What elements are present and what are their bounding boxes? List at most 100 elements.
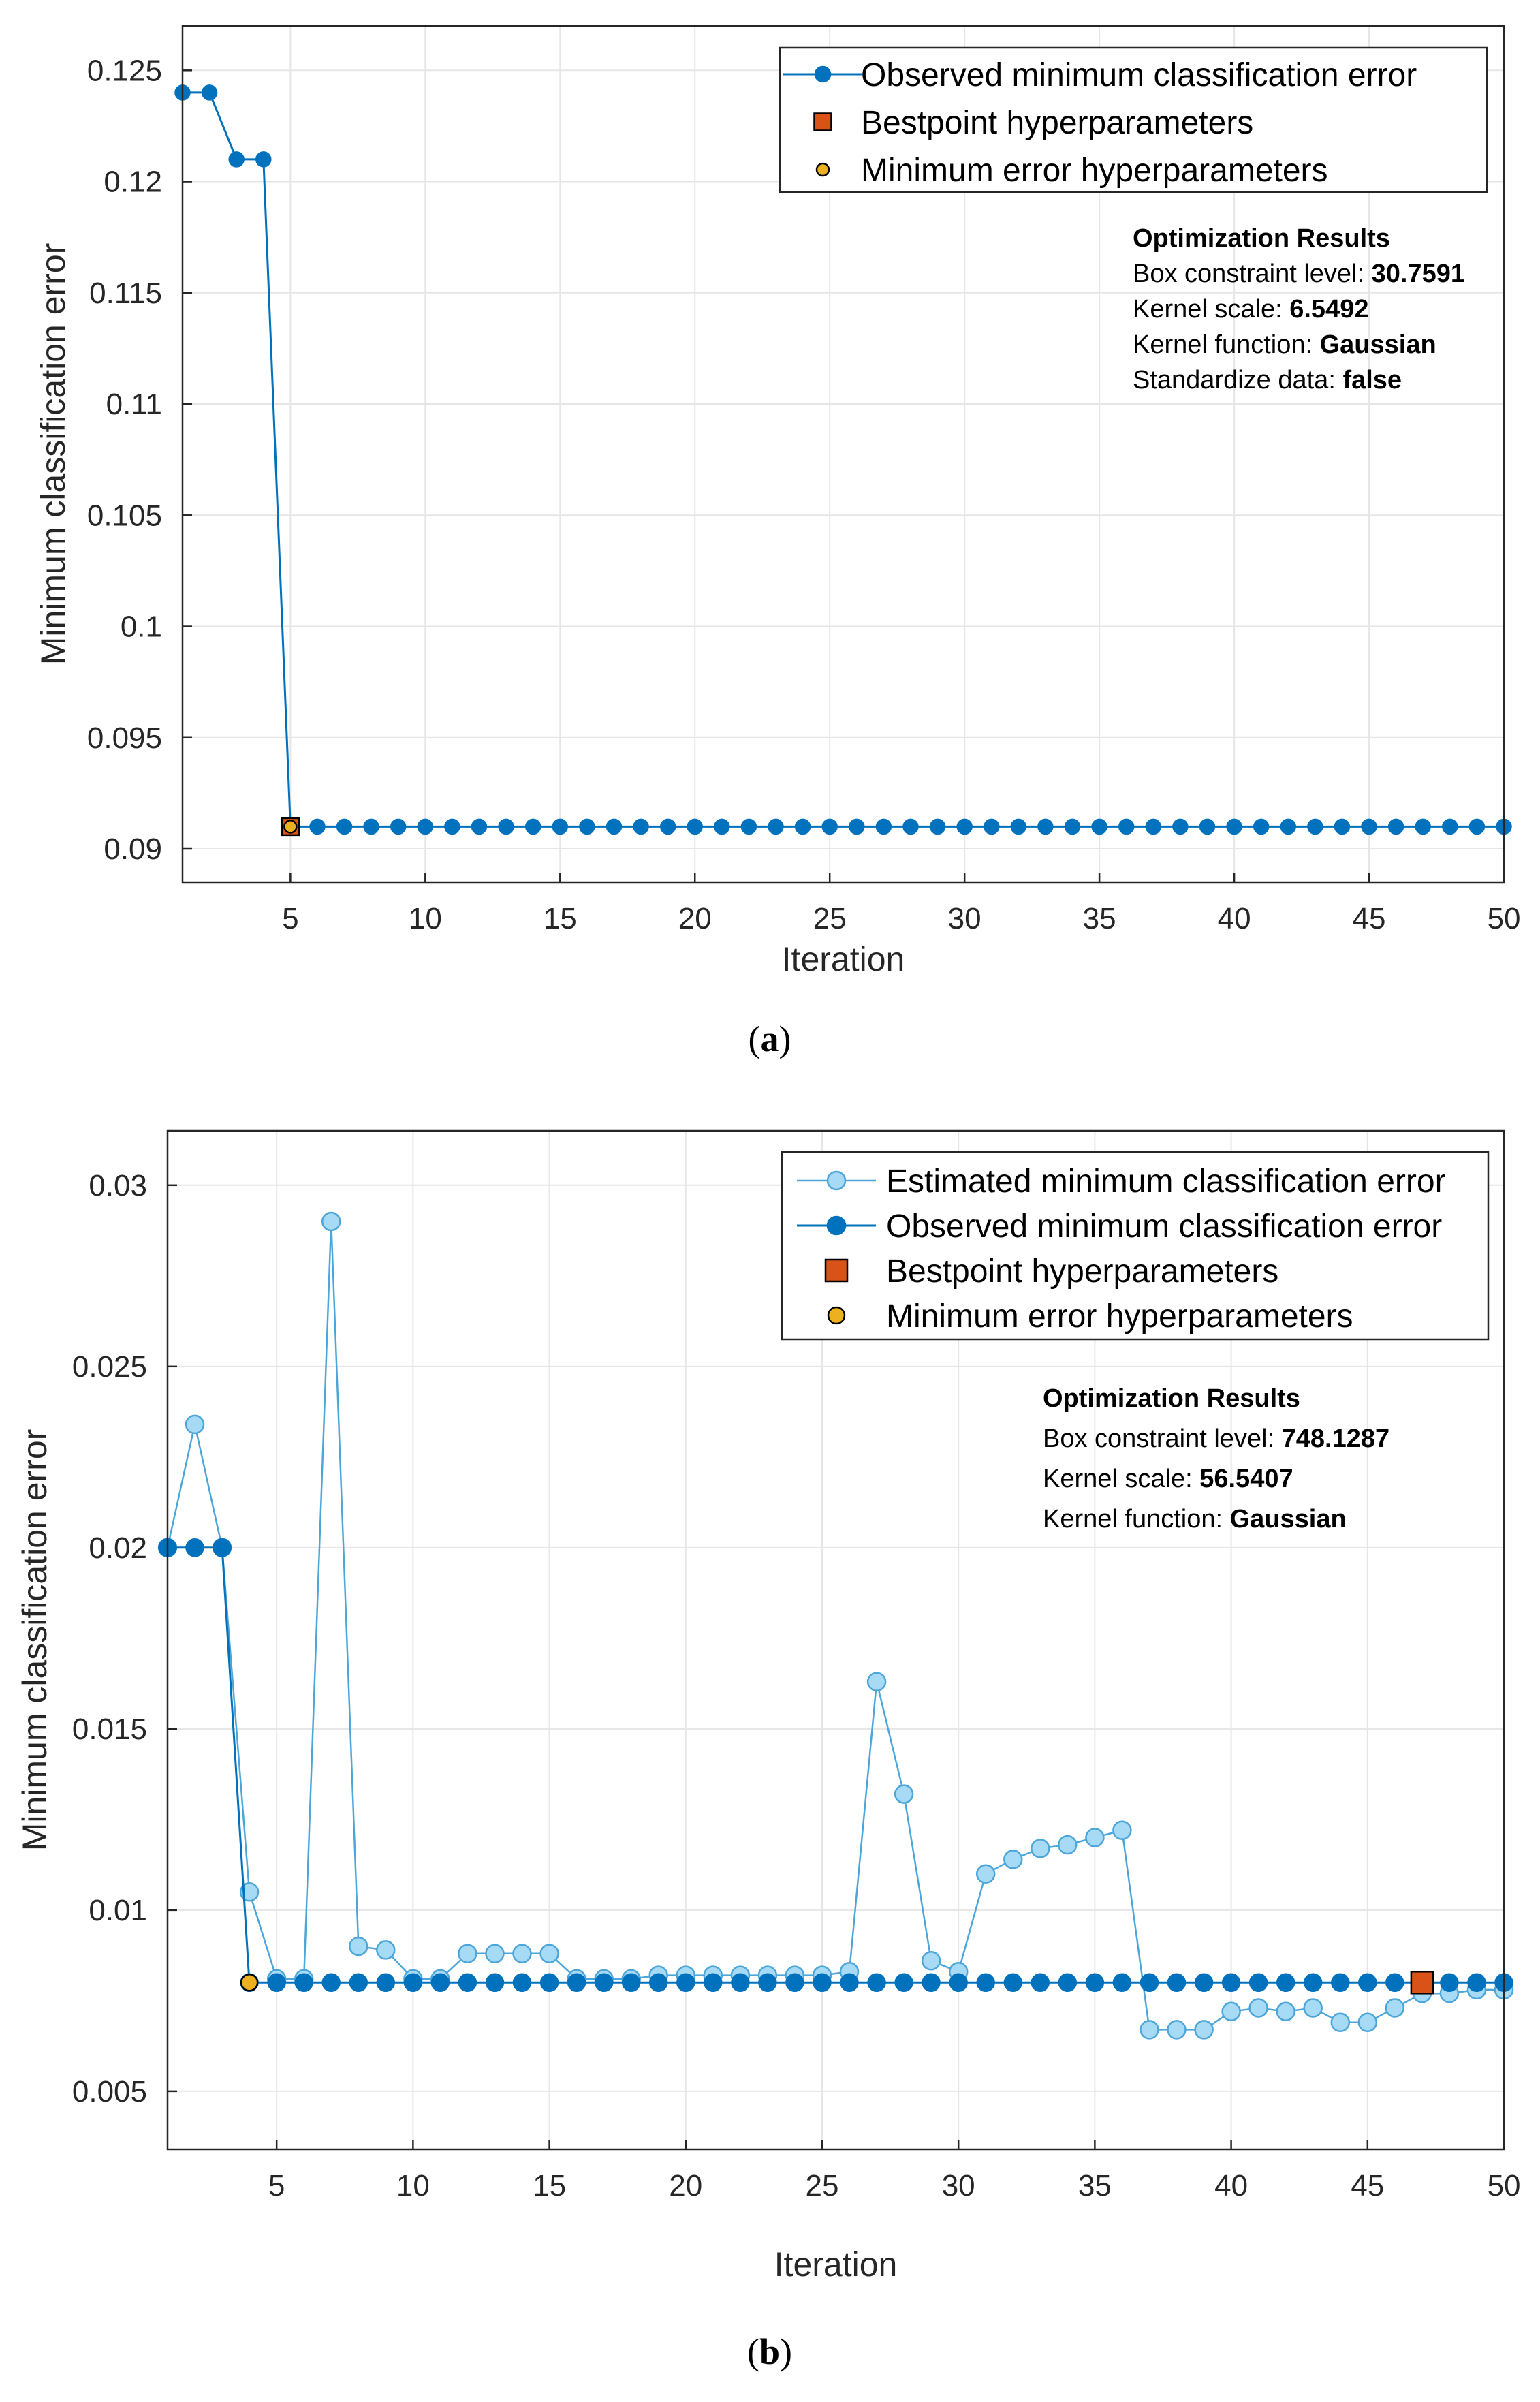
legend-box — [781, 1151, 1490, 1341]
observed-error-point — [676, 1973, 695, 1993]
observed-error-point — [185, 1538, 204, 1557]
observed-error-point — [349, 1973, 368, 1993]
observed-error-point — [1091, 818, 1107, 835]
observed-error-point — [648, 1973, 668, 1993]
y-tick-label: 0.015 — [72, 1713, 147, 1746]
observed-error-point — [376, 1973, 396, 1993]
estimated-error-point — [1140, 2020, 1159, 2040]
observed-error-point — [1167, 1973, 1187, 1993]
legend-label: Minimum error hyperparameters — [886, 1298, 1353, 1335]
observed-error-point — [1280, 818, 1297, 835]
x-tick-label: 5 — [268, 2169, 285, 2202]
estimated-error-point — [1031, 1839, 1050, 1858]
observed-error-point — [567, 1973, 586, 1993]
x-tick-label: 35 — [1078, 2169, 1112, 2202]
observed-error-point — [336, 818, 353, 835]
observed-error-point — [1387, 818, 1404, 835]
observed-error-point — [1010, 818, 1027, 835]
results-label: Standardize data: — [1133, 366, 1342, 394]
estimated-error-point — [458, 1944, 477, 1963]
results-line: Kernel function: Gaussian — [1133, 330, 1436, 359]
caption-b: (b) — [747, 2331, 792, 2372]
estimated-error-point — [349, 1936, 368, 1956]
observed-error-point — [321, 1973, 341, 1993]
y-tick-label: 0.03 — [89, 1169, 147, 1202]
y-axis-label: Minimum classification error — [34, 243, 72, 666]
observed-error-point — [1031, 1973, 1050, 1993]
observed-error-point — [1172, 818, 1189, 835]
observed-error-point — [594, 1973, 614, 1993]
estimated-error-point — [1303, 1998, 1323, 2018]
x-tick-label: 5 — [282, 902, 298, 935]
estimated-error-point — [1357, 2012, 1378, 2033]
estimated-error-point — [1248, 1998, 1268, 2018]
observed-error-point — [498, 818, 514, 835]
x-tick-label: 25 — [813, 902, 847, 935]
y-tick-label: 0.005 — [72, 2075, 147, 2108]
y-tick-label: 0.115 — [89, 277, 162, 310]
observed-error-point — [1442, 818, 1458, 835]
observed-error-point — [1440, 1973, 1459, 1993]
legend-marker — [824, 1258, 849, 1283]
x-tick-label: 30 — [948, 902, 981, 935]
legend: Observed minimum classification error Bes… — [779, 46, 1488, 193]
observed-error-point — [704, 1973, 723, 1993]
min-error-marker — [240, 1974, 259, 1992]
x-axis-label: Iteration — [782, 940, 905, 978]
results-value: Gaussian — [1320, 330, 1436, 359]
observed-error-point — [956, 818, 973, 835]
observed-error-point — [471, 818, 488, 835]
estimated-error-point — [1058, 1835, 1078, 1855]
observed-error-point — [621, 1973, 641, 1993]
observed-error-point — [794, 818, 811, 835]
legend-marker — [815, 162, 830, 177]
x-tick-label: 15 — [533, 2169, 566, 2202]
legend: Estimated minimum classification error Ob… — [781, 1151, 1490, 1341]
x-tick-label: 20 — [669, 2169, 702, 2202]
observed-error-point — [552, 818, 569, 835]
axes-box — [181, 25, 1505, 884]
results-line: Box constraint level: 748.1287 — [1043, 1424, 1389, 1453]
y-tick-label: 0.02 — [89, 1531, 147, 1565]
observed-error-point — [1226, 818, 1242, 835]
legend-label: Bestpoint hyperparameters — [886, 1253, 1278, 1290]
observed-error-point — [922, 1973, 941, 1993]
observed-error-point — [1248, 1973, 1268, 1993]
estimated-error-point — [1167, 2020, 1187, 2040]
estimated-error-point — [1221, 2001, 1241, 2022]
observed-error-point — [768, 818, 784, 835]
observed-error-point — [929, 818, 946, 835]
observed-error-point — [524, 818, 541, 835]
observed-error-point — [1276, 1973, 1295, 1993]
observed-error-point — [444, 818, 460, 835]
observed-error-point — [633, 818, 649, 835]
y-tick-label: 0.095 — [87, 721, 162, 755]
observed-error-point — [430, 1973, 450, 1993]
x-tick-label: 15 — [544, 902, 577, 935]
observed-error-point — [1385, 1973, 1404, 1993]
legend-label: Bestpoint hyperparameters — [861, 105, 1253, 141]
estimated-error-point — [1276, 2001, 1295, 2022]
observed-error-point — [1253, 818, 1270, 835]
x-axis-label: Iteration — [774, 2245, 898, 2283]
legend-item-bestpoint: Bestpoint hyperparameters — [824, 1253, 1278, 1290]
observed-error-point — [1199, 818, 1216, 835]
observed-error-point — [1140, 1973, 1159, 1993]
observed-error-point — [1112, 1973, 1132, 1993]
observed-error-point — [1468, 818, 1486, 835]
results-line: Kernel scale: 56.5407 — [1043, 1465, 1293, 1493]
observed-error-point — [1415, 818, 1431, 835]
observed-error-point — [579, 818, 595, 835]
observed-error-point — [687, 818, 703, 835]
x-tick-label: 10 — [409, 902, 442, 935]
legend-item-observed: Observed minimum classification error — [797, 1208, 1442, 1245]
results-line: Kernel scale: 6.5492 — [1133, 295, 1368, 324]
observed-error-point — [1194, 1973, 1214, 1993]
panel-a: 0.09 0.095 0.1 0.105 0.11 0.115 0.12 0.125 5 10 1… — [34, 25, 1520, 1059]
observed-error-point — [1307, 818, 1323, 835]
min-error-marker — [283, 820, 298, 834]
observed-error-point — [740, 818, 757, 835]
observed-error-point — [309, 818, 326, 835]
legend-item-min_error: Minimum error hyperparameters — [815, 153, 1328, 189]
